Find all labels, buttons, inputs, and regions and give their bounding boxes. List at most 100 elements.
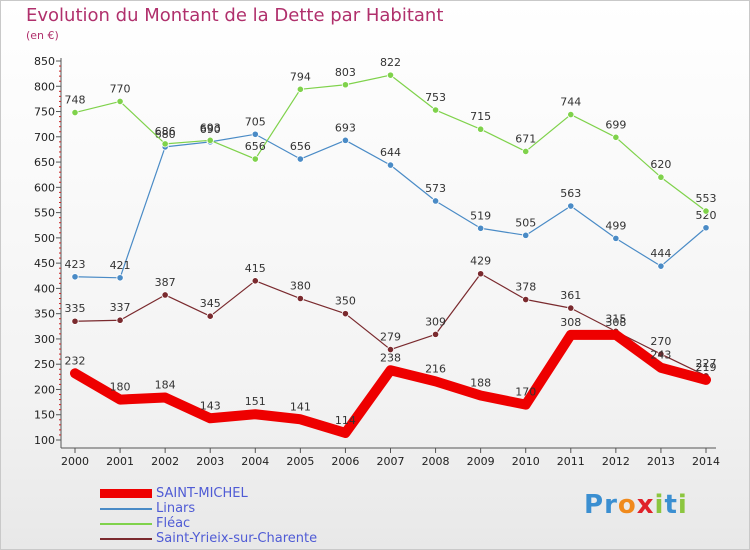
data-label-linars: 563 xyxy=(560,187,581,200)
data-label-saint-michel: 232 xyxy=(65,354,86,367)
data-label-saint-yrieix-sur-charente: 378 xyxy=(515,281,536,294)
data-point-fleac xyxy=(71,108,79,117)
x-tick-label: 2007 xyxy=(377,455,405,468)
data-label-saint-michel: 219 xyxy=(696,361,717,374)
data-point-saint-yrieix-sur-charente xyxy=(431,330,440,338)
data-label-saint-michel: 141 xyxy=(290,400,311,413)
data-point-fleac xyxy=(296,85,304,93)
y-tick-label: 450 xyxy=(34,257,55,270)
data-label-saint-michel: 238 xyxy=(380,351,401,364)
data-label-fleac: 715 xyxy=(470,110,491,123)
legend: SAINT-MICHEL Linars Fléac Saint-Yrieix-sur-… xyxy=(100,486,317,546)
logo-letter: t xyxy=(664,490,678,520)
x-tick-label: 2001 xyxy=(106,455,134,468)
data-label-linars: 656 xyxy=(290,140,311,153)
x-tick-label: 2012 xyxy=(602,455,630,468)
x-tick-label: 2006 xyxy=(331,455,359,468)
data-point-fleac xyxy=(702,207,710,215)
data-label-linars: 693 xyxy=(335,121,356,134)
data-label-fleac: 671 xyxy=(515,132,536,145)
data-point-saint-yrieix-sur-charente xyxy=(296,294,304,303)
legend-swatch xyxy=(100,489,152,498)
x-tick-label: 2009 xyxy=(467,455,495,468)
data-point-saint-yrieix-sur-charente xyxy=(251,277,259,285)
data-point-linars xyxy=(116,274,124,282)
data-point-saint-yrieix-sur-charente xyxy=(477,270,485,278)
data-point-saint-yrieix-sur-charente xyxy=(341,310,350,318)
data-label-fleac: 620 xyxy=(650,158,671,171)
data-point-linars xyxy=(477,224,485,232)
y-tick-label: 700 xyxy=(34,131,55,144)
data-label-saint-yrieix-sur-charente: 345 xyxy=(200,297,221,310)
series-line-fleac xyxy=(74,74,707,212)
data-point-saint-yrieix-sur-charente xyxy=(161,291,169,299)
legend-item: Linars xyxy=(100,501,317,516)
y-tick-label: 150 xyxy=(34,409,55,422)
data-label-linars: 573 xyxy=(425,182,446,195)
data-point-fleac xyxy=(161,140,169,148)
logo-letter: x xyxy=(636,490,655,520)
data-label-saint-yrieix-sur-charente: 350 xyxy=(335,295,356,308)
y-tick-label: 800 xyxy=(34,80,55,93)
data-point-linars xyxy=(296,155,304,163)
data-point-linars xyxy=(431,197,440,205)
data-label-saint-yrieix-sur-charente: 309 xyxy=(425,315,446,328)
data-point-fleac xyxy=(116,97,124,106)
x-tick-label: 2008 xyxy=(422,455,450,468)
data-label-saint-michel: 184 xyxy=(155,379,176,392)
data-label-saint-michel: 143 xyxy=(200,399,221,412)
legend-label: Fléac xyxy=(156,516,191,531)
data-label-linars: 690 xyxy=(200,123,221,136)
data-point-saint-yrieix-sur-charente xyxy=(71,317,79,325)
legend-item: SAINT-MICHEL xyxy=(100,486,317,501)
data-point-saint-yrieix-sur-charente xyxy=(116,316,124,324)
y-tick-label: 600 xyxy=(34,181,55,194)
logo-letter: r xyxy=(604,490,618,520)
data-point-linars xyxy=(341,136,350,144)
data-point-fleac xyxy=(657,173,665,181)
data-point-linars xyxy=(702,224,710,232)
data-label-fleac: 553 xyxy=(696,192,717,205)
data-point-linars xyxy=(386,161,395,169)
data-point-fleac xyxy=(522,147,530,156)
y-tick-label: 100 xyxy=(34,434,55,447)
y-tick-label: 400 xyxy=(34,282,55,295)
data-point-linars xyxy=(657,262,665,270)
data-point-fleac xyxy=(477,125,485,133)
data-point-linars xyxy=(612,234,620,242)
y-tick-label: 200 xyxy=(34,383,55,396)
data-point-fleac xyxy=(567,110,575,119)
data-label-linars: 680 xyxy=(155,128,176,141)
data-label-fleac: 794 xyxy=(290,70,311,83)
data-label-saint-yrieix-sur-charente: 337 xyxy=(110,301,131,314)
data-label-saint-michel: 188 xyxy=(470,377,491,390)
data-label-saint-michel: 243 xyxy=(650,349,671,362)
y-tick-label: 300 xyxy=(34,333,55,346)
data-point-fleac xyxy=(386,71,395,79)
data-label-linars: 499 xyxy=(605,219,626,232)
data-label-linars: 520 xyxy=(696,209,717,222)
data-label-saint-michel: 308 xyxy=(560,316,581,329)
data-label-fleac: 770 xyxy=(110,82,131,95)
y-tick-label: 550 xyxy=(34,207,55,220)
data-label-saint-michel: 180 xyxy=(110,381,131,394)
x-tick-label: 2004 xyxy=(241,455,269,468)
data-label-linars: 423 xyxy=(65,258,86,271)
chart-title: Evolution du Montant de la Dette par Hab… xyxy=(26,5,444,26)
logo-letter: o xyxy=(617,490,637,520)
data-label-fleac: 699 xyxy=(605,118,626,131)
legend-swatch xyxy=(100,522,152,525)
data-point-saint-yrieix-sur-charente xyxy=(206,312,214,320)
data-point-fleac xyxy=(612,133,620,141)
data-point-saint-yrieix-sur-charente xyxy=(657,350,665,358)
y-tick-label: 500 xyxy=(34,232,55,245)
logo-letter: P xyxy=(584,490,605,520)
data-point-linars xyxy=(71,273,79,281)
data-label-fleac: 822 xyxy=(380,56,401,69)
data-label-linars: 519 xyxy=(470,209,491,222)
data-point-fleac xyxy=(206,136,214,144)
data-label-fleac: 753 xyxy=(425,91,446,104)
y-tick-label: 750 xyxy=(34,106,55,119)
data-point-saint-yrieix-sur-charente xyxy=(567,304,575,312)
data-label-fleac: 744 xyxy=(560,96,581,109)
